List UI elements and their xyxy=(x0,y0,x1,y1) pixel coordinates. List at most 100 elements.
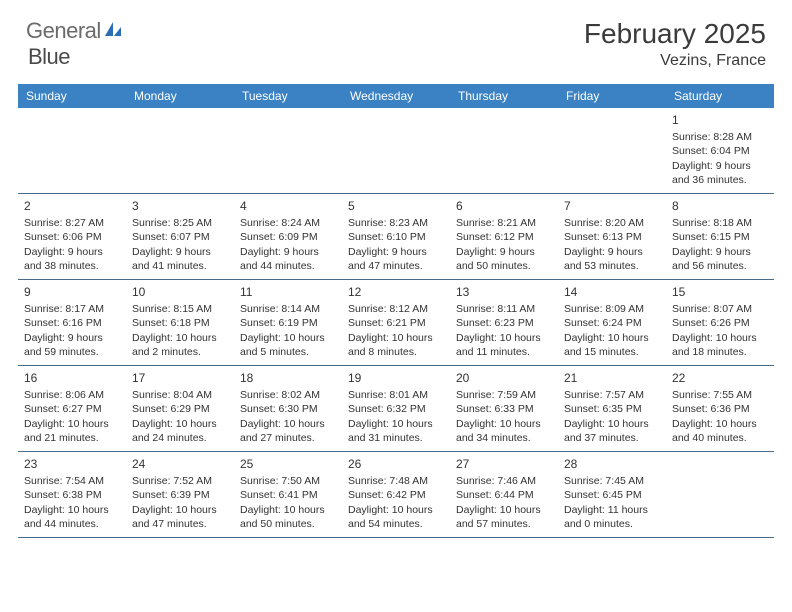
sunrise-line: Sunrise: 7:54 AM xyxy=(24,474,120,488)
day-header: Wednesday xyxy=(342,84,450,108)
day-number: 1 xyxy=(672,112,768,128)
blank-cell xyxy=(558,108,666,194)
day-number: 8 xyxy=(672,198,768,214)
sunrise-line: Sunrise: 8:17 AM xyxy=(24,302,120,316)
daylight-line: Daylight: 9 hours and 59 minutes. xyxy=(24,331,120,359)
day-number: 4 xyxy=(240,198,336,214)
daylight-line: Daylight: 10 hours and 40 minutes. xyxy=(672,417,768,445)
day-number: 17 xyxy=(132,370,228,386)
day-header: Tuesday xyxy=(234,84,342,108)
sunset-line: Sunset: 6:35 PM xyxy=(564,402,660,416)
location: Vezins, France xyxy=(584,52,766,70)
day-number: 21 xyxy=(564,370,660,386)
day-cell: 9Sunrise: 8:17 AMSunset: 6:16 PMDaylight… xyxy=(18,280,126,366)
sunset-line: Sunset: 6:12 PM xyxy=(456,230,552,244)
sunset-line: Sunset: 6:26 PM xyxy=(672,316,768,330)
day-number: 22 xyxy=(672,370,768,386)
daylight-line: Daylight: 10 hours and 5 minutes. xyxy=(240,331,336,359)
daylight-line: Daylight: 9 hours and 41 minutes. xyxy=(132,245,228,273)
daylight-line: Daylight: 9 hours and 50 minutes. xyxy=(456,245,552,273)
logo-text-blue: Blue xyxy=(28,44,70,69)
day-cell: 4Sunrise: 8:24 AMSunset: 6:09 PMDaylight… xyxy=(234,194,342,280)
day-cell: 10Sunrise: 8:15 AMSunset: 6:18 PMDayligh… xyxy=(126,280,234,366)
daylight-line: Daylight: 10 hours and 50 minutes. xyxy=(240,503,336,531)
blank-cell xyxy=(666,452,774,538)
sunset-line: Sunset: 6:04 PM xyxy=(672,144,768,158)
day-cell: 13Sunrise: 8:11 AMSunset: 6:23 PMDayligh… xyxy=(450,280,558,366)
day-cell: 26 Sunrise: 7:48 AMSunset: 6:42 PMDayligh… xyxy=(342,452,450,538)
sunrise-line: Sunrise: 8:06 AM xyxy=(24,388,120,402)
logo: General xyxy=(26,18,125,44)
calendar-grid: SundayMondayTuesdayWednesdayThursdayFrid… xyxy=(18,84,774,538)
sunset-line: Sunset: 6:42 PM xyxy=(348,488,444,502)
sunrise-line: Sunrise: 8:15 AM xyxy=(132,302,228,316)
day-cell: 28Sunrise: 7:45 AMSunset: 6:45 PMDayligh… xyxy=(558,452,666,538)
header: General February 2025 Vezins, France xyxy=(0,0,792,78)
day-header: Friday xyxy=(558,84,666,108)
sail-icon xyxy=(103,20,123,43)
day-number: 15 xyxy=(672,284,768,300)
day-number: 20 xyxy=(456,370,552,386)
daylight-line: Daylight: 9 hours and 47 minutes. xyxy=(348,245,444,273)
day-number: 26 xyxy=(348,456,444,472)
sunset-line: Sunset: 6:07 PM xyxy=(132,230,228,244)
daylight-line: Daylight: 9 hours and 36 minutes. xyxy=(672,159,768,187)
day-header: Saturday xyxy=(666,84,774,108)
title-block: February 2025 Vezins, France xyxy=(584,18,766,70)
sunrise-line: Sunrise: 7:48 AM xyxy=(348,474,444,488)
sunset-line: Sunset: 6:15 PM xyxy=(672,230,768,244)
sunrise-line: Sunrise: 8:12 AM xyxy=(348,302,444,316)
day-cell: 5Sunrise: 8:23 AMSunset: 6:10 PMDaylight… xyxy=(342,194,450,280)
day-number: 25 xyxy=(240,456,336,472)
daylight-line: Daylight: 10 hours and 2 minutes. xyxy=(132,331,228,359)
day-cell: 23Sunrise: 7:54 AMSunset: 6:38 PMDayligh… xyxy=(18,452,126,538)
daylight-line: Daylight: 10 hours and 21 minutes. xyxy=(24,417,120,445)
sunset-line: Sunset: 6:39 PM xyxy=(132,488,228,502)
day-cell: 7Sunrise: 8:20 AMSunset: 6:13 PMDaylight… xyxy=(558,194,666,280)
sunset-line: Sunset: 6:36 PM xyxy=(672,402,768,416)
sunset-line: Sunset: 6:41 PM xyxy=(240,488,336,502)
day-header: Thursday xyxy=(450,84,558,108)
sunrise-line: Sunrise: 8:14 AM xyxy=(240,302,336,316)
sunrise-line: Sunrise: 8:01 AM xyxy=(348,388,444,402)
day-number: 11 xyxy=(240,284,336,300)
day-header: Monday xyxy=(126,84,234,108)
daylight-line: Daylight: 10 hours and 37 minutes. xyxy=(564,417,660,445)
day-number: 23 xyxy=(24,456,120,472)
day-number: 3 xyxy=(132,198,228,214)
day-number: 27 xyxy=(456,456,552,472)
sunset-line: Sunset: 6:32 PM xyxy=(348,402,444,416)
day-number: 18 xyxy=(240,370,336,386)
sunset-line: Sunset: 6:13 PM xyxy=(564,230,660,244)
day-number: 14 xyxy=(564,284,660,300)
day-number: 19 xyxy=(348,370,444,386)
daylight-line: Daylight: 10 hours and 34 minutes. xyxy=(456,417,552,445)
logo-blue-row: Blue xyxy=(28,44,70,70)
day-number: 7 xyxy=(564,198,660,214)
sunrise-line: Sunrise: 8:04 AM xyxy=(132,388,228,402)
day-cell: 16Sunrise: 8:06 AMSunset: 6:27 PMDayligh… xyxy=(18,366,126,452)
day-cell: 1Sunrise: 8:28 AMSunset: 6:04 PMDaylight… xyxy=(666,108,774,194)
day-cell: 21Sunrise: 7:57 AMSunset: 6:35 PMDayligh… xyxy=(558,366,666,452)
daylight-line: Daylight: 10 hours and 24 minutes. xyxy=(132,417,228,445)
day-cell: 25 Sunrise: 7:50 AMSunset: 6:41 PMDayligh… xyxy=(234,452,342,538)
day-cell: 17Sunrise: 8:04 AMSunset: 6:29 PMDayligh… xyxy=(126,366,234,452)
daylight-line: Daylight: 10 hours and 57 minutes. xyxy=(456,503,552,531)
sunrise-line: Sunrise: 7:59 AM xyxy=(456,388,552,402)
daylight-line: Daylight: 9 hours and 53 minutes. xyxy=(564,245,660,273)
daylight-line: Daylight: 11 hours and 0 minutes. xyxy=(564,503,660,531)
sunset-line: Sunset: 6:23 PM xyxy=(456,316,552,330)
day-header: Sunday xyxy=(18,84,126,108)
daylight-line: Daylight: 10 hours and 54 minutes. xyxy=(348,503,444,531)
sunset-line: Sunset: 6:10 PM xyxy=(348,230,444,244)
day-cell: 19Sunrise: 8:01 AMSunset: 6:32 PMDayligh… xyxy=(342,366,450,452)
day-cell: 27Sunrise: 7:46 AMSunset: 6:44 PMDayligh… xyxy=(450,452,558,538)
sunrise-line: Sunrise: 7:46 AM xyxy=(456,474,552,488)
daylight-line: Daylight: 9 hours and 56 minutes. xyxy=(672,245,768,273)
sunset-line: Sunset: 6:19 PM xyxy=(240,316,336,330)
sunset-line: Sunset: 6:16 PM xyxy=(24,316,120,330)
blank-cell xyxy=(450,108,558,194)
day-number: 12 xyxy=(348,284,444,300)
sunrise-line: Sunrise: 7:50 AM xyxy=(240,474,336,488)
sunset-line: Sunset: 6:06 PM xyxy=(24,230,120,244)
